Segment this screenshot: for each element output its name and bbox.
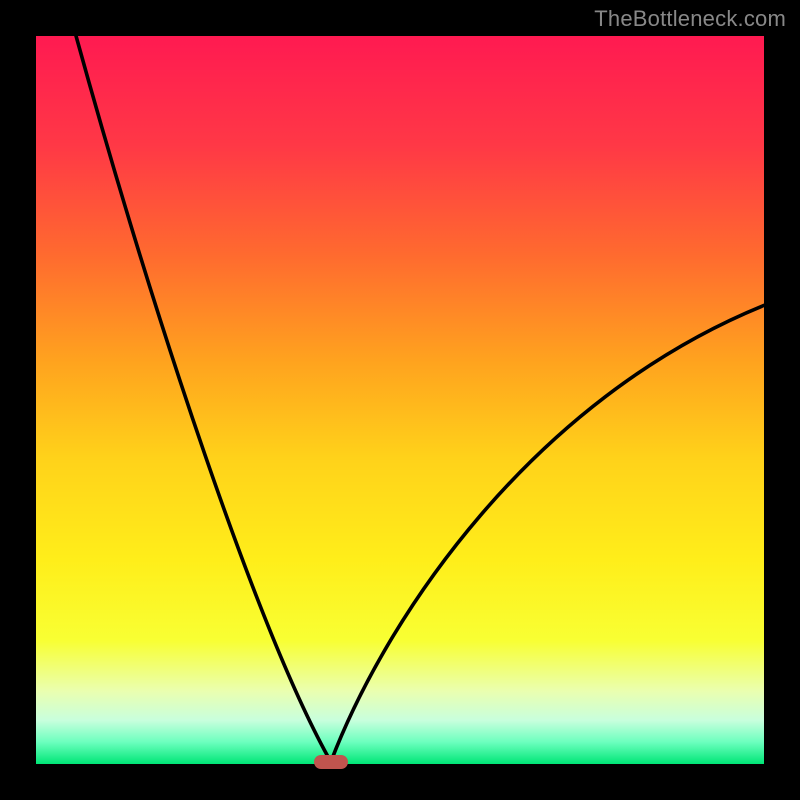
plot-area [36, 36, 764, 764]
notch-marker [314, 755, 348, 769]
watermark-text: TheBottleneck.com [594, 6, 786, 32]
chart-frame: TheBottleneck.com [0, 0, 800, 800]
bottleneck-curve [36, 36, 764, 764]
